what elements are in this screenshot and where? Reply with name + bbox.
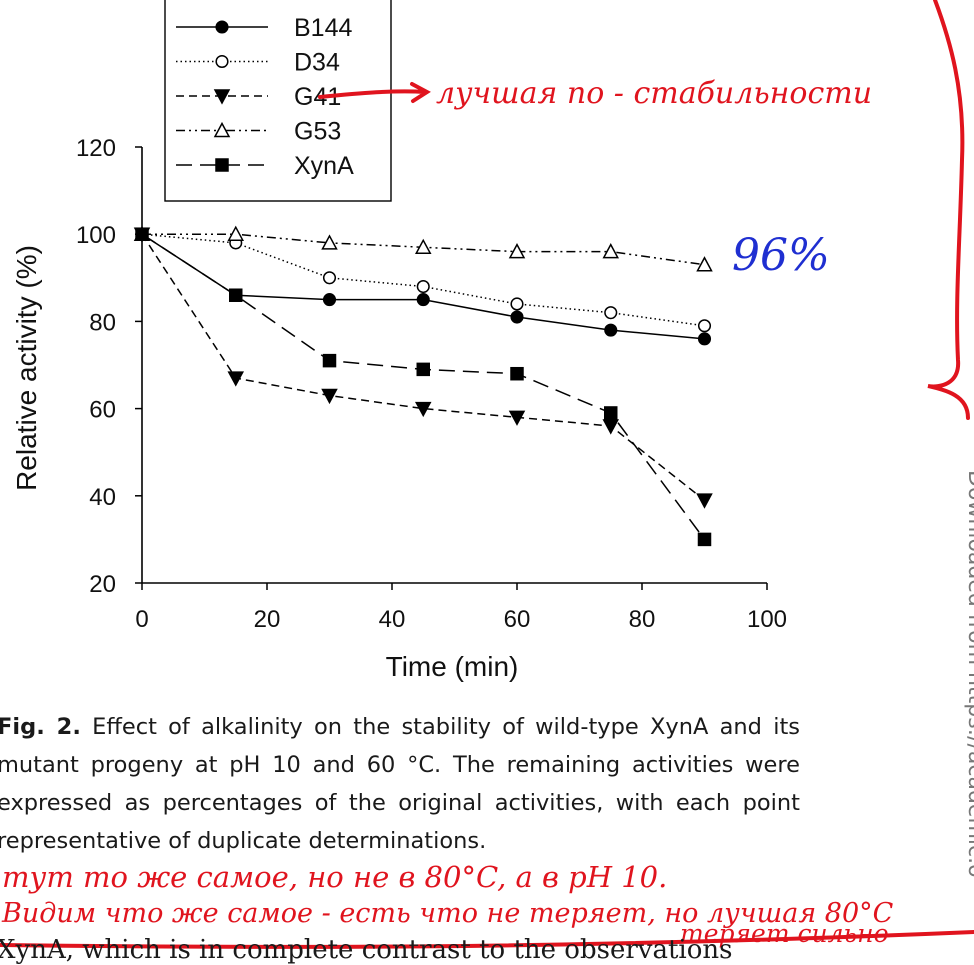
legend-marker-g41 <box>213 89 231 105</box>
y-tick-label: 80 <box>89 309 116 336</box>
data-point-g53 <box>696 256 713 272</box>
bottom-note-line2: Видим что же самое - есть что не теряет,… <box>1 898 894 929</box>
legend-item-g53: G53 <box>176 118 341 146</box>
bottom-note-line1: тут то же самое, но не в 80°C, а в pH 10… <box>2 860 667 894</box>
data-point-xyna <box>135 227 149 241</box>
data-point-b144 <box>322 293 337 307</box>
legend-item-xyna: XynA <box>176 152 354 180</box>
legend-label-xyna: XynA <box>294 152 354 180</box>
axes <box>141 147 767 584</box>
legend-marker-xyna <box>215 158 229 172</box>
data-point-g53 <box>321 234 338 250</box>
data-point-b144 <box>510 310 524 324</box>
data-point-g53 <box>227 225 245 241</box>
legend-label-g53: G53 <box>294 118 341 146</box>
g53-value-note: 96% <box>732 230 830 281</box>
data-point-xyna <box>416 362 430 377</box>
data-point-d34 <box>510 297 524 311</box>
legend-box <box>164 0 392 202</box>
x-tick-label: 40 <box>379 606 406 633</box>
figure-caption: Fig. 2. Effect of alkalinity on the stab… <box>0 708 800 860</box>
series-xyna <box>135 227 712 547</box>
legend-item-b144: B144 <box>176 14 352 42</box>
x-tick-label: 100 <box>747 606 787 633</box>
data-point-b144 <box>604 323 618 337</box>
g41-note: лучшая по - стабильности <box>436 76 872 111</box>
data-point-g41 <box>414 401 432 418</box>
legend-label-b144: B144 <box>294 14 352 42</box>
x-tick-label: 80 <box>629 606 656 633</box>
x-tick-label: 60 <box>504 606 531 633</box>
y-tick-label: 100 <box>76 222 116 249</box>
legend-label-d34: D34 <box>294 49 340 77</box>
series-group <box>133 225 713 547</box>
y-tick-label: 120 <box>76 135 116 162</box>
figure-label: Fig. 2. <box>0 714 81 740</box>
legend-item-g41: G41 <box>176 83 341 111</box>
x-tick-label: 0 <box>135 606 148 633</box>
download-sidebar-text: Downloaded from https://academic.o <box>963 470 974 878</box>
data-point-xyna <box>229 288 243 302</box>
data-point-g41 <box>696 493 713 509</box>
data-point-g41 <box>227 371 245 387</box>
legend-marker-g53 <box>213 121 231 138</box>
data-point-g41 <box>321 388 338 405</box>
data-point-g41 <box>602 419 620 435</box>
red-arrow <box>318 82 431 103</box>
bottom-note-line3: теряет сильно <box>680 919 889 948</box>
data-point-g53 <box>508 243 526 259</box>
x-axis-title: Time (min) <box>386 651 519 682</box>
legend-marker-b144 <box>215 20 229 34</box>
y-tick-label: 40 <box>89 484 116 511</box>
data-point-d34 <box>604 306 618 320</box>
data-point-g53 <box>414 238 432 255</box>
legend-items: B144 D34 G41 G53 XynA <box>176 14 354 180</box>
data-point-xyna <box>697 532 712 547</box>
data-point-xyna <box>322 353 337 368</box>
y-tick-label: 20 <box>89 571 116 598</box>
data-point-g41 <box>508 410 526 426</box>
legend-marker-d34 <box>215 54 229 69</box>
y-tick-label: 60 <box>89 397 116 424</box>
legend-item-d34: D34 <box>176 49 340 77</box>
data-point-xyna <box>510 366 524 381</box>
legend: B144 D34 G41 G53 XynA <box>164 0 392 202</box>
data-point-b144 <box>416 293 430 307</box>
tick-group: 0 20 40 60 80 100 20 40 60 80 100 120 <box>76 135 787 633</box>
data-point-g53 <box>602 243 620 259</box>
data-point-d34 <box>322 271 337 285</box>
data-point-d34 <box>416 279 430 294</box>
caption-text: Effect of alkalinity on the stability of… <box>0 714 801 854</box>
red-brace <box>927 0 970 420</box>
y-axis-title: Relative activity (%) <box>11 245 42 491</box>
body-text-fragment: XynA, which is in complete contrast to t… <box>0 935 733 965</box>
x-tick-label: 20 <box>254 606 281 633</box>
red-underline <box>0 930 974 949</box>
series-d34 <box>135 227 712 333</box>
data-point-xyna <box>604 406 618 420</box>
series-g53 <box>133 225 713 272</box>
data-point-b144 <box>697 332 712 346</box>
data-point-d34 <box>697 319 712 333</box>
